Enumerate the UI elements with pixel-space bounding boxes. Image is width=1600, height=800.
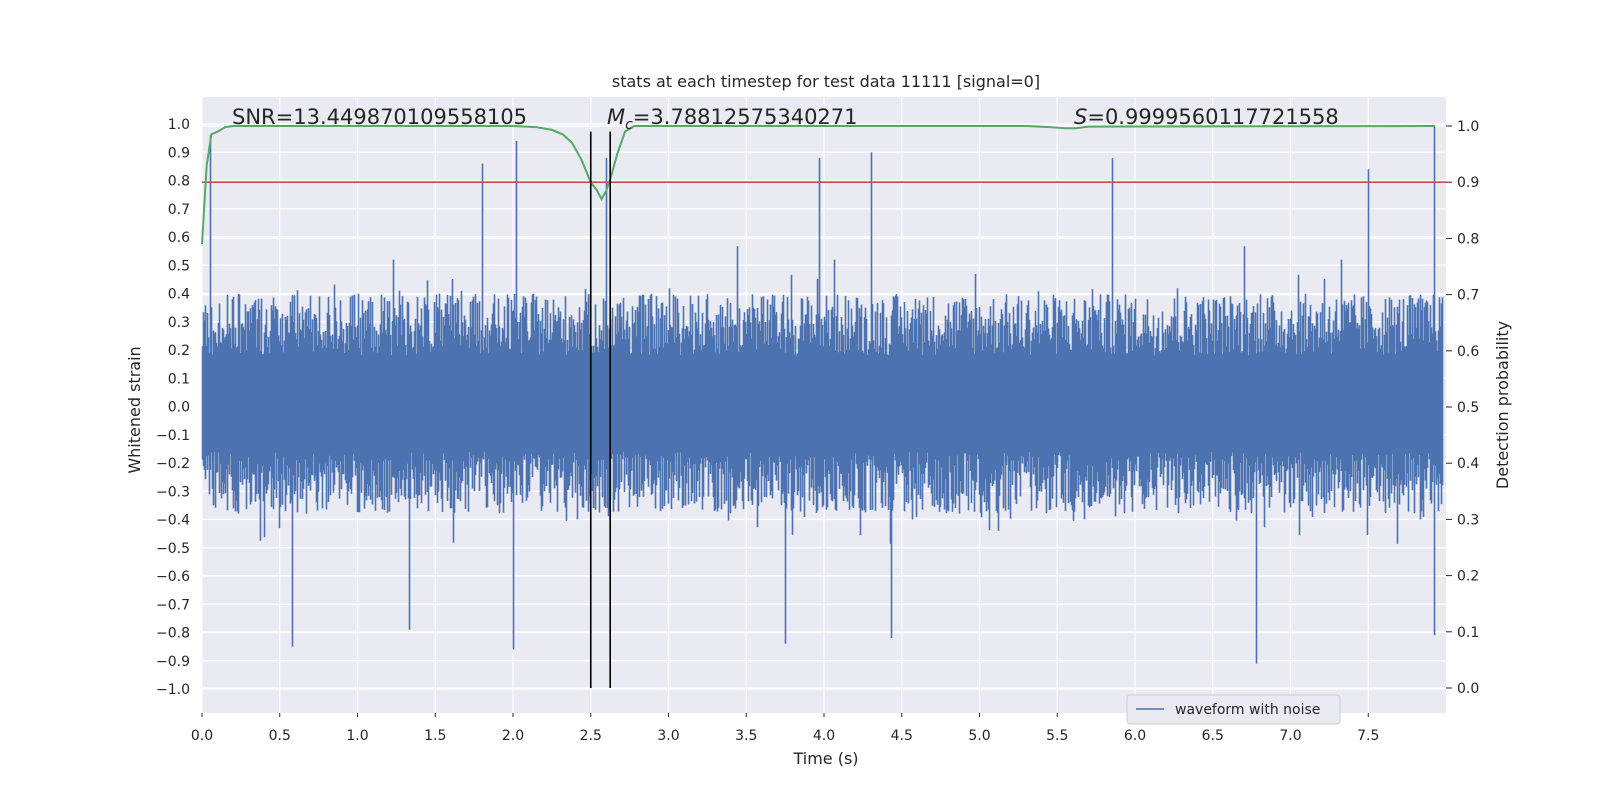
y-left-tick-label: −0.8 — [156, 626, 190, 642]
y-right-tick-label: 0.3 — [1457, 512, 1479, 528]
y-left-tick-label: −0.6 — [156, 569, 190, 585]
y-right-tick-label: 0.7 — [1457, 288, 1479, 304]
x-tick-label: 6.5 — [1202, 728, 1224, 744]
y-right-tick-label: 0.5 — [1457, 400, 1479, 416]
y-left-tick-label: 0.3 — [168, 315, 190, 331]
y-right-tick-label: 0.1 — [1457, 625, 1479, 641]
y-left-tick-label: −0.1 — [156, 428, 190, 444]
x-axis-ticks: 0.0 0.5 1.0 1.5 2.0 2.5 3.0 3.5 4.0 4.5 5.0 5.5 6.0 6… — [191, 713, 1379, 744]
x-tick-label: 7.5 — [1357, 728, 1379, 744]
x-tick-label: 0.5 — [269, 728, 291, 744]
y-left-axis-label: Whitened strain — [125, 346, 144, 473]
detection-probability-line — [201, 125, 1436, 245]
y-left-tick-label: 0.2 — [168, 343, 190, 359]
y-left-tick-label: 1.0 — [168, 117, 190, 133]
x-tick-label: 0.0 — [191, 728, 213, 744]
y-left-tick-label: 0.5 — [168, 258, 190, 274]
y-right-tick-label: 1.0 — [1457, 119, 1479, 135]
y-left-tick-label: 0.1 — [168, 371, 190, 387]
y-right-axis-ticks: 1.0 0.9 0.8 0.7 0.6 0.5 0.4 0.3 0.2 0.1 0.0 — [1446, 119, 1479, 697]
x-tick-label: 5.0 — [968, 728, 990, 744]
y-right-tick-label: 0.4 — [1457, 456, 1479, 472]
x-tick-label: 1.0 — [346, 728, 368, 744]
y-left-axis-ticks: 1.0 0.9 0.8 0.7 0.6 0.5 0.4 0.3 0.2 0.1 0.0 −0.1 −0.… — [156, 117, 190, 698]
y-right-tick-label: 0.6 — [1457, 344, 1479, 360]
x-tick-label: 2.5 — [580, 728, 602, 744]
statistic-annotation: S=0.9999560117721558 — [1074, 105, 1339, 129]
y-right-tick-label: 0.8 — [1457, 231, 1479, 247]
x-tick-label: 6.0 — [1124, 728, 1146, 744]
y-left-tick-label: −0.5 — [156, 541, 190, 557]
y-left-tick-label: 0.7 — [168, 202, 190, 218]
legend-label: waveform with noise — [1175, 702, 1320, 718]
x-tick-label: 3.0 — [657, 728, 679, 744]
chirp-mass-annotation: Mc=3.78812575340271 — [607, 105, 858, 133]
overlay-lines — [201, 125, 1446, 688]
legend-box — [1126, 694, 1341, 725]
y-left-tick-label: −0.2 — [156, 456, 190, 472]
y-left-tick-label: 0.6 — [168, 230, 190, 246]
y-right-axis-label: Detection probability — [1493, 321, 1512, 489]
x-tick-label: 2.0 — [502, 728, 524, 744]
y-right-tick-label: 0.2 — [1457, 569, 1479, 585]
x-tick-label: 1.5 — [424, 728, 446, 744]
x-tick-label: 4.5 — [891, 728, 913, 744]
x-tick-label: 5.5 — [1046, 728, 1068, 744]
y-left-tick-label: −0.4 — [156, 513, 190, 529]
y-left-tick-label: 0.9 — [168, 145, 190, 161]
y-left-tick-label: 0.0 — [168, 400, 190, 416]
legend: waveform with noise — [1126, 694, 1341, 725]
y-left-tick-label: 0.4 — [168, 287, 190, 303]
y-right-tick-label: 0.0 — [1457, 681, 1479, 697]
chart-title: stats at each timestep for test data 111… — [612, 72, 1040, 91]
x-tick-label: 3.5 — [735, 728, 757, 744]
waveform-series — [201, 126, 1444, 664]
x-tick-label: 4.0 — [813, 728, 835, 744]
y-left-tick-label: −0.3 — [156, 484, 190, 500]
x-axis-label: Time (s) — [792, 749, 858, 768]
y-left-tick-label: −0.9 — [156, 654, 190, 670]
y-left-tick-label: −1.0 — [156, 682, 190, 698]
y-right-tick-label: 0.9 — [1457, 175, 1479, 191]
y-left-tick-label: −0.7 — [156, 597, 190, 613]
x-tick-label: 7.0 — [1279, 728, 1301, 744]
snr-annotation: SNR=13.449870109558105 — [232, 105, 527, 129]
waveform-line — [201, 126, 1444, 664]
y-left-tick-label: 0.8 — [168, 174, 190, 190]
